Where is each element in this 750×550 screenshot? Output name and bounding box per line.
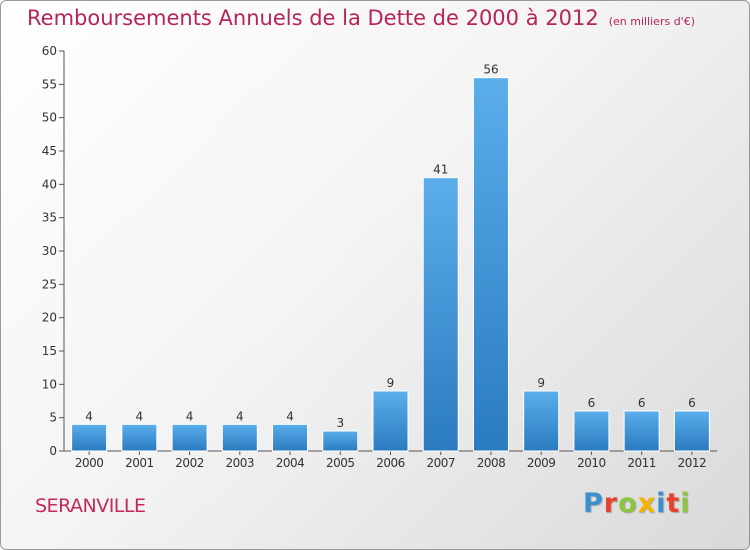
x-tick-label: 2005 — [326, 456, 355, 470]
bar — [623, 410, 660, 452]
y-tick-label: 40 — [42, 177, 57, 191]
x-tick-label: 2012 — [678, 456, 707, 470]
x-tick-label: 2003 — [226, 456, 255, 470]
data-label: 6 — [588, 396, 596, 410]
x-tick-label: 2006 — [376, 456, 405, 470]
x-tick-label: 2009 — [527, 456, 556, 470]
x-tick-label: 2008 — [477, 456, 506, 470]
data-label: 3 — [336, 416, 344, 430]
logo-letter: P — [583, 488, 604, 519]
data-labels: 4 4 4 4 4 3 9 41 56 9 6 6 6 — [85, 63, 695, 430]
bars — [71, 77, 710, 452]
bar — [71, 423, 108, 452]
y-tick-label: 35 — [42, 211, 57, 225]
y-tick-label: 55 — [42, 77, 57, 91]
data-label: 4 — [236, 409, 244, 423]
x-tick-label: 2000 — [75, 456, 104, 470]
x-tick-label: 2010 — [577, 456, 606, 470]
data-label: 56 — [483, 63, 498, 77]
title-text: Remboursements Annuels de la Dette de 20… — [27, 6, 599, 30]
y-tick-label: 30 — [42, 244, 57, 258]
logo-letter: o — [618, 488, 638, 519]
bar — [422, 177, 459, 452]
bar — [472, 77, 509, 452]
bar — [523, 390, 560, 452]
bar — [322, 430, 359, 452]
x-tick-label: 2004 — [276, 456, 305, 470]
y-tick-label: 25 — [42, 277, 57, 291]
y-axis: 0 5 10 15 20 25 30 35 40 45 50 55 60 — [42, 44, 65, 458]
y-tick-label: 60 — [42, 44, 57, 58]
data-label: 4 — [186, 409, 194, 423]
y-tick-label: 45 — [42, 144, 57, 158]
proxiti-logo: Proxiti — [583, 488, 691, 519]
x-tick-label: 2011 — [627, 456, 656, 470]
data-label: 4 — [286, 409, 294, 423]
y-tick-label: 20 — [42, 311, 57, 325]
y-tick-label: 10 — [42, 377, 57, 391]
data-label: 41 — [433, 163, 448, 177]
bar — [272, 423, 309, 452]
logo-letter: r — [603, 488, 619, 519]
bar — [171, 423, 208, 452]
x-tick-label: 2002 — [175, 456, 204, 470]
logo-letter: i — [680, 488, 691, 519]
y-tick-label: 15 — [42, 344, 57, 358]
bar — [372, 390, 409, 452]
bar — [673, 410, 710, 452]
commune-name: SERANVILLE — [35, 495, 146, 517]
data-label: 4 — [85, 409, 93, 423]
chart-subtitle: (en milliers d'€) — [608, 15, 695, 28]
logo-letter: i — [656, 488, 667, 519]
logo-letter: x — [637, 488, 657, 519]
y-tick-label: 50 — [42, 111, 57, 125]
bar — [121, 423, 158, 452]
bar — [573, 410, 610, 452]
data-label: 6 — [688, 396, 696, 410]
data-label: 9 — [537, 376, 545, 390]
x-tick-label: 2001 — [125, 456, 154, 470]
y-tick-label: 0 — [49, 444, 57, 458]
logo-letter: t — [666, 488, 681, 519]
x-tick-label: 2007 — [426, 456, 455, 470]
data-label: 6 — [638, 396, 646, 410]
y-tick-label: 5 — [49, 411, 57, 425]
bar — [221, 423, 258, 452]
chart-title: Remboursements Annuels de la Dette de 20… — [27, 6, 695, 30]
data-label: 9 — [387, 376, 395, 390]
x-axis: 2000 2001 2002 2003 2004 2005 2006 2007 2008 2009… — [64, 450, 717, 470]
data-label: 4 — [136, 409, 144, 423]
